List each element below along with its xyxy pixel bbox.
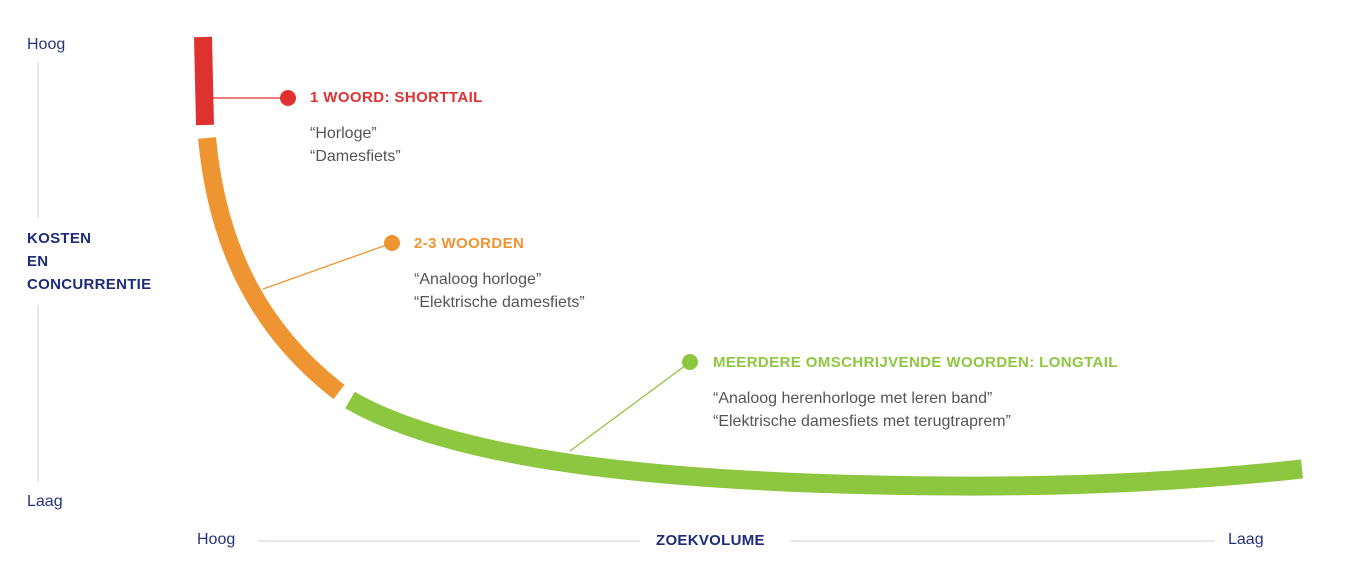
y-axis-low-label: Laag (27, 493, 63, 510)
connector-midtail (262, 242, 393, 290)
marker-dot-midtail (384, 235, 400, 251)
y-axis-high-label: Hoog (27, 36, 66, 53)
shorttail-example-1: “Horloge” (310, 125, 377, 142)
marker-dot-longtail (682, 354, 698, 370)
longtail-example-2: “Elektrische damesfiets met terugtraprem… (713, 413, 1011, 430)
curve-segment-shorttail (194, 36, 214, 126)
x-axis-title: ZOEKVOLUME (656, 532, 765, 549)
x-axis-high-label: Hoog (197, 531, 236, 548)
x-axis-low-label: Laag (1228, 531, 1264, 548)
curve-segment-midtail (198, 137, 345, 400)
connector-longtail (569, 361, 691, 452)
y-axis-title-line-3: CONCURRENTIE (27, 276, 152, 293)
midtail-title: 2-3 WOORDEN (414, 235, 525, 252)
midtail-example-2: “Elektrische damesfiets” (414, 294, 585, 311)
shorttail-title: 1 WOORD: SHORTTAIL (310, 89, 483, 106)
longtail-title: MEERDERE OMSCHRIJVENDE WOORDEN: LONGTAIL (713, 354, 1118, 371)
y-axis-title-line-2: EN (27, 253, 49, 270)
shorttail-example-2: “Damesfiets” (310, 148, 401, 165)
marker-dot-shorttail (280, 90, 296, 106)
curve-segment-longtail (345, 391, 1304, 496)
longtail-example-1: “Analoog herenhorloge met leren band” (713, 390, 993, 407)
y-axis-title-line-1: KOSTEN (27, 230, 92, 247)
midtail-example-1: “Analoog horloge” (414, 271, 542, 288)
